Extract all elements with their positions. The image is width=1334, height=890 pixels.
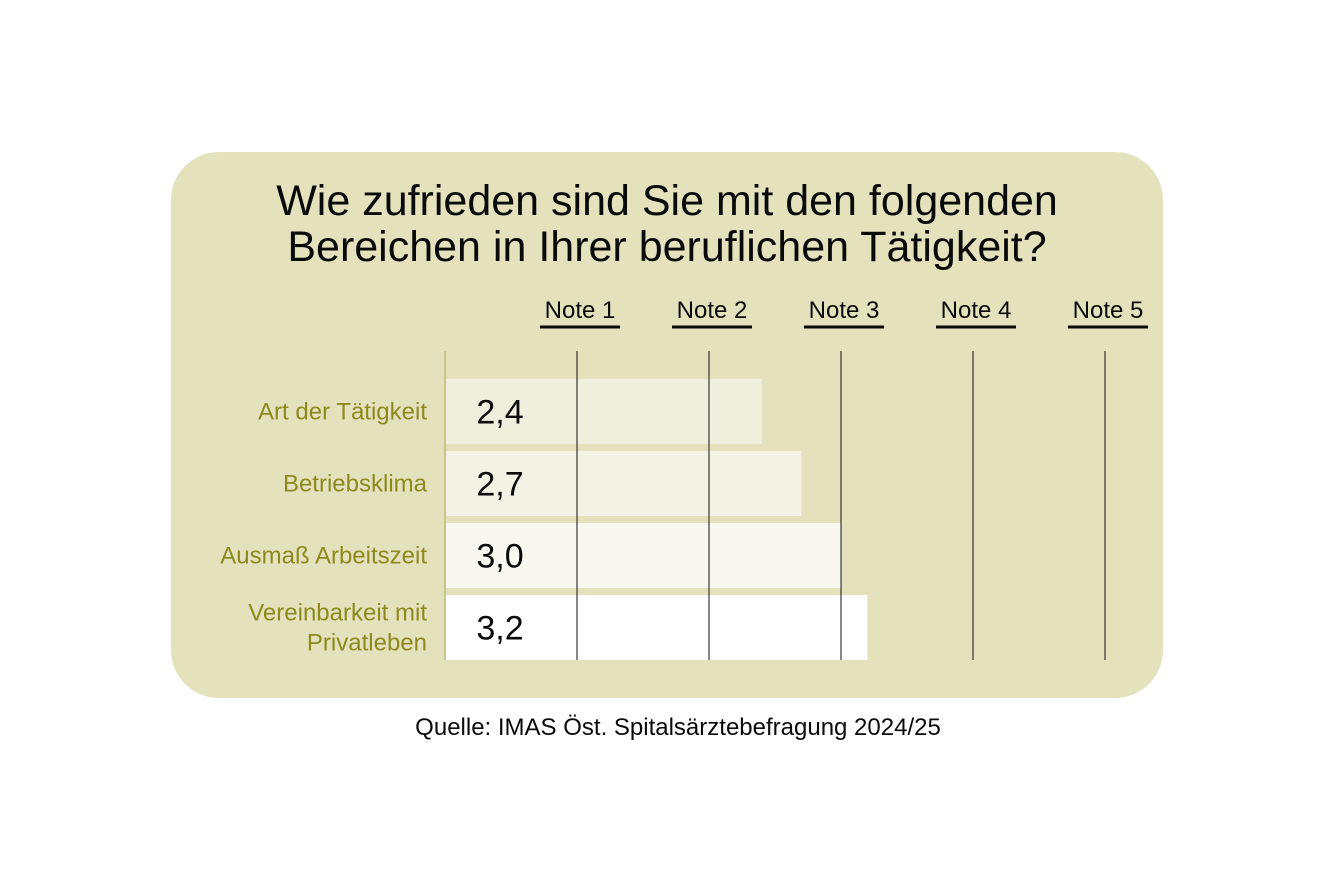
category-label-2: Betriebsklima bbox=[283, 471, 428, 498]
value-label-2: 2,7 bbox=[476, 466, 523, 504]
bar-2 bbox=[445, 451, 802, 516]
category-label-3: Ausmaß Arbeitszeit bbox=[220, 543, 427, 570]
value-label-4: 3,2 bbox=[476, 610, 523, 648]
chart-title: Wie zufrieden sind Sie mit den folgenden… bbox=[171, 178, 1163, 270]
category-label-4-line-2: Privatleben bbox=[307, 630, 427, 657]
chart-title-line-1: Wie zufrieden sind Sie mit den folgenden bbox=[276, 177, 1058, 225]
source-note: Quelle: IMAS Öst. Spitalsärztebefragung … bbox=[415, 714, 941, 741]
category-label-1: Art der Tätigkeit bbox=[258, 399, 427, 426]
scale-label-note-4: Note 4 bbox=[941, 297, 1012, 324]
scale-label-note-5: Note 5 bbox=[1073, 297, 1144, 324]
bar-3 bbox=[445, 523, 841, 588]
scale-label-note-2: Note 2 bbox=[677, 297, 748, 324]
category-label-4-line-1: Vereinbarkeit mit bbox=[248, 600, 427, 627]
scale-label-note-1: Note 1 bbox=[545, 297, 616, 324]
bar-4 bbox=[445, 595, 868, 660]
value-label-3: 3,0 bbox=[476, 538, 523, 576]
value-label-1: 2,4 bbox=[476, 394, 523, 432]
chart-title-line-2: Bereichen in Ihrer beruflichen Tätigkeit… bbox=[287, 223, 1047, 271]
scale-label-note-3: Note 3 bbox=[809, 297, 880, 324]
